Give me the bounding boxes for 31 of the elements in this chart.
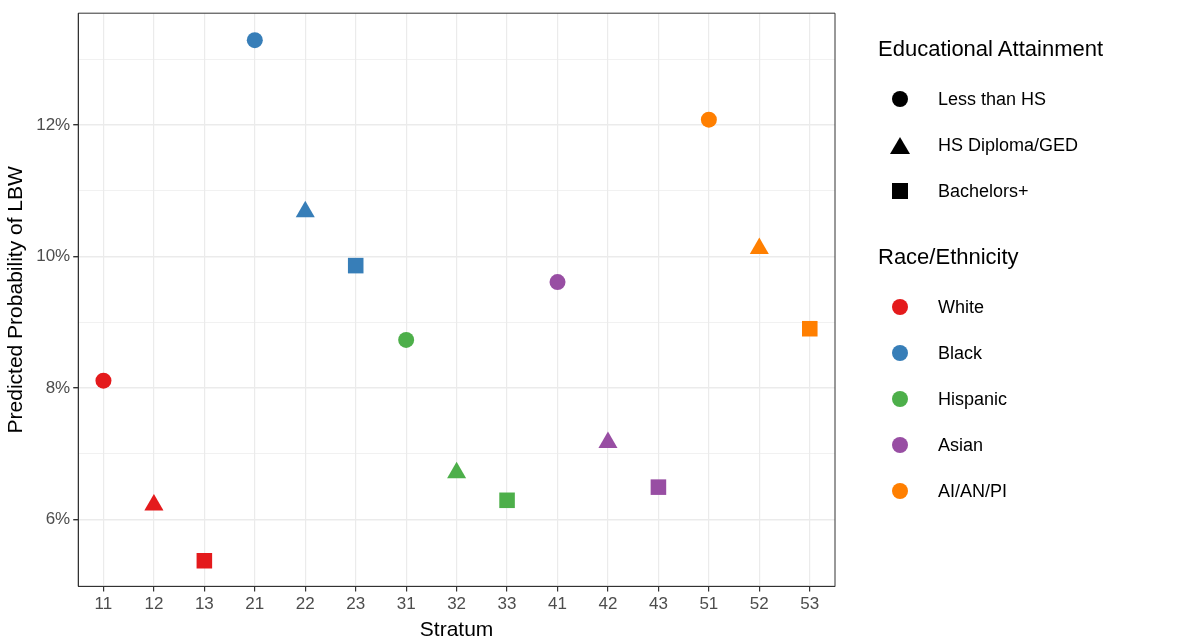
y-axis-title: Predicted Probability of LBW: [3, 165, 27, 434]
text: Bachelors+: [938, 180, 1029, 202]
legend-label: Black: [938, 342, 983, 364]
x-tick-label: 53: [800, 594, 820, 614]
legend-label: Asian: [938, 434, 984, 456]
x-tick-label: 51: [699, 594, 719, 614]
legend-label: White: [938, 296, 985, 318]
text: Race/Ethnicity: [878, 244, 1020, 270]
y-tick-label: 8%: [45, 377, 71, 397]
y-tick-label: 6%: [45, 509, 71, 529]
x-tick-label: 42: [598, 594, 618, 614]
x-tick-label: 23: [346, 594, 366, 614]
text: HS Diploma/GED: [938, 134, 1079, 156]
x-tick-label: 13: [194, 594, 214, 614]
x-tick-label: 31: [396, 594, 416, 614]
x-tick-label: 11: [94, 594, 113, 614]
x-axis-title: Stratum: [419, 617, 494, 641]
x-tick-label: 32: [447, 594, 467, 614]
x-tick-label: 21: [245, 594, 265, 614]
text: Less than HS: [938, 88, 1047, 110]
y-tick-label: 10%: [36, 246, 71, 266]
legend-label: AI/AN/PI: [938, 480, 1008, 502]
x-tick-label: 41: [548, 594, 567, 614]
x-tick-label: 12: [144, 594, 164, 614]
legend-title: Educational Attainment: [878, 36, 1104, 62]
legend-label: Hispanic: [938, 388, 1008, 410]
y-tick-label: 12%: [36, 114, 71, 134]
x-tick-label: 22: [295, 594, 315, 614]
x-tick-label: 33: [497, 594, 517, 614]
x-tick-label: 43: [648, 594, 668, 614]
x-tick-label: 52: [749, 594, 769, 614]
